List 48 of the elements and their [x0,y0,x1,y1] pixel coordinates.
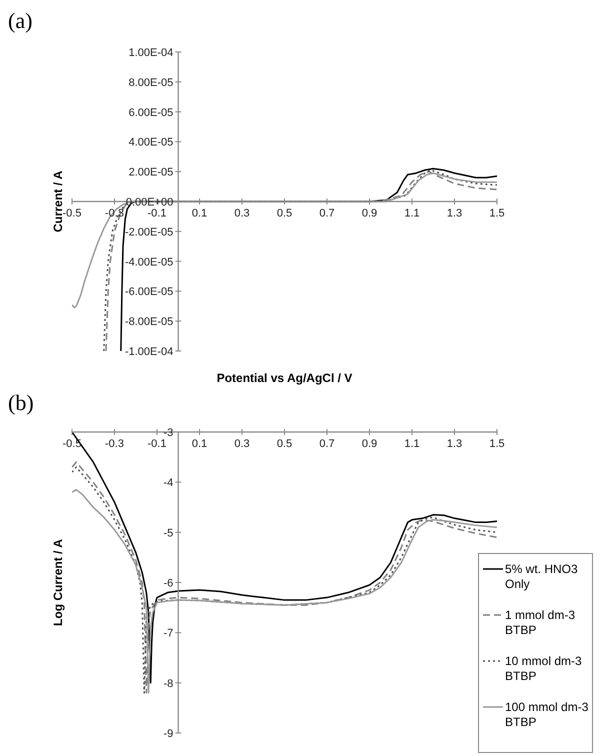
x-tick-label: 0.3 [234,438,250,450]
y-tick-label: 2.00E-05 [128,166,174,179]
chart-title: (a) [8,8,32,33]
chart-title: (b) [8,390,34,415]
x-tick-label: -0.1 [148,438,166,450]
x-tick-label: 0.1 [192,438,208,450]
x-tick-label: 0.7 [319,208,335,220]
x-tick-label: 0.5 [276,208,292,220]
x-tick-label: -0.1 [148,208,166,220]
legend-label: 100 mmol dm-3 BTBP [505,700,590,730]
y-tick-label: 1.00E-04 [128,47,174,59]
x-tick-label: 1.3 [446,208,462,220]
x-tick-label: 0.3 [234,208,250,220]
y-axis-title: Log Current / A [51,538,65,626]
legend-label: 10 mmol dm-3 BTBP [505,654,583,684]
x-tick-label: 0.7 [319,438,335,450]
x-tick-label: 0.1 [192,208,208,220]
y-tick-label: -8.00E-05 [124,316,174,328]
y-tick-label: -1.00E-04 [124,346,174,358]
y-tick-label: -9 [163,728,174,740]
x-tick-label: 0.9 [362,438,378,450]
x-tick-label: 1.3 [446,438,462,450]
x-tick-label: -0.3 [105,438,124,450]
y-tick-label: -6.00E-05 [124,286,174,298]
y-tick-label: -4.00E-05 [124,256,174,268]
x-tick-label: 1.1 [404,438,420,450]
x-tick-label: -0.5 [62,438,82,450]
x-tick-label: 1.5 [489,438,505,450]
x-tick-label: 1.5 [489,208,505,220]
x-tick-label: 0.5 [276,438,292,450]
y-tick-label: 8.00E-05 [128,76,174,89]
y-tick-label: -6 [163,578,174,590]
legend-label: 5% wt. HNO3 Only [505,562,579,592]
y-tick-label: -8 [163,678,174,690]
y-tick-label: -4 [163,477,174,490]
x-tick-label: -0.5 [62,208,82,220]
y-tick-label: -3 [163,427,174,439]
y-axis-title: Current / A [51,170,65,232]
legend-label: 1 mmol dm-3 BTBP [505,608,576,638]
x-axis-title: Potential vs Ag/AgCl / V [216,371,352,385]
y-tick-label: -7 [163,628,174,640]
y-tick-label: -2.00E-05 [124,226,174,238]
y-tick-label: 0.00E+00 [126,196,174,208]
y-tick-label: -5 [163,527,174,540]
x-tick-label: 1.1 [404,208,420,220]
x-tick-label: 0.9 [362,208,378,220]
y-tick-label: 4.00E-05 [128,136,174,149]
y-tick-label: 6.00E-05 [128,106,174,119]
